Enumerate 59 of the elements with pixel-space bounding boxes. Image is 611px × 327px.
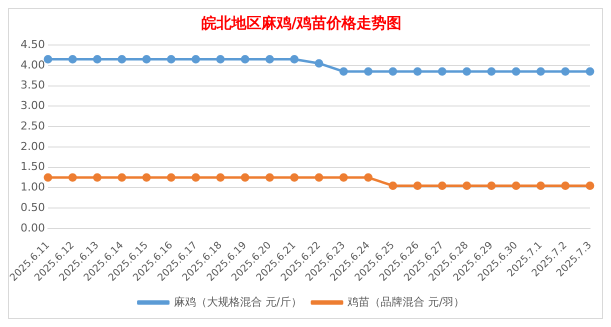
- point: [192, 173, 200, 182]
- point: [487, 181, 496, 190]
- point: [388, 67, 398, 76]
- point: [166, 173, 176, 182]
- point: [314, 173, 324, 182]
- point: [265, 173, 274, 182]
- point: [118, 55, 126, 64]
- point: [438, 67, 446, 76]
- point: [93, 55, 102, 64]
- point: [314, 59, 324, 68]
- point: [487, 67, 496, 76]
- y-tick-label: 3.00: [20, 99, 45, 112]
- y-tick-label: 1.00: [20, 180, 45, 194]
- point: [339, 173, 348, 182]
- point: [290, 55, 299, 64]
- y-tick-label: 2.50: [20, 119, 45, 132]
- point: [512, 181, 520, 190]
- point: [339, 67, 348, 76]
- point: [68, 55, 77, 64]
- point: [290, 173, 299, 182]
- y-tick-label: 0.50: [20, 200, 45, 214]
- point: [586, 67, 594, 76]
- point: [512, 67, 520, 76]
- point: [536, 67, 545, 76]
- point: [561, 67, 570, 76]
- point: [462, 181, 472, 190]
- point: [142, 55, 151, 64]
- point: [44, 173, 52, 182]
- point: [240, 173, 250, 182]
- point: [166, 55, 176, 64]
- legend-label: 麻鸡（大规格混合 元/斤）: [174, 295, 302, 308]
- y-tick-label: 4.00: [20, 58, 45, 72]
- point: [93, 173, 102, 182]
- point: [413, 181, 422, 190]
- point: [536, 181, 545, 190]
- y-tick-label: 0.00: [20, 221, 45, 234]
- point: [216, 173, 225, 182]
- point: [462, 67, 472, 76]
- point: [265, 55, 274, 64]
- legend-label: 鸡苗（品牌混合 元/羽）: [346, 295, 465, 308]
- y-tick-label: 2.00: [20, 140, 45, 153]
- point: [192, 55, 200, 64]
- point: [240, 55, 250, 64]
- point: [216, 55, 225, 64]
- y-tick-label: 3.50: [20, 78, 45, 92]
- point: [142, 173, 151, 182]
- point: [44, 55, 52, 64]
- y-tick-label: 4.50: [20, 38, 45, 51]
- point: [561, 181, 570, 190]
- point: [388, 181, 398, 190]
- chart-title: 皖北地区麻鸡/鸡苗价格走势图: [201, 14, 402, 32]
- y-tick-label: 1.50: [20, 160, 45, 174]
- point: [364, 173, 373, 182]
- point: [438, 181, 446, 190]
- point: [586, 181, 594, 190]
- point: [118, 173, 126, 182]
- point: [413, 67, 422, 76]
- point: [364, 67, 373, 76]
- point: [68, 173, 77, 182]
